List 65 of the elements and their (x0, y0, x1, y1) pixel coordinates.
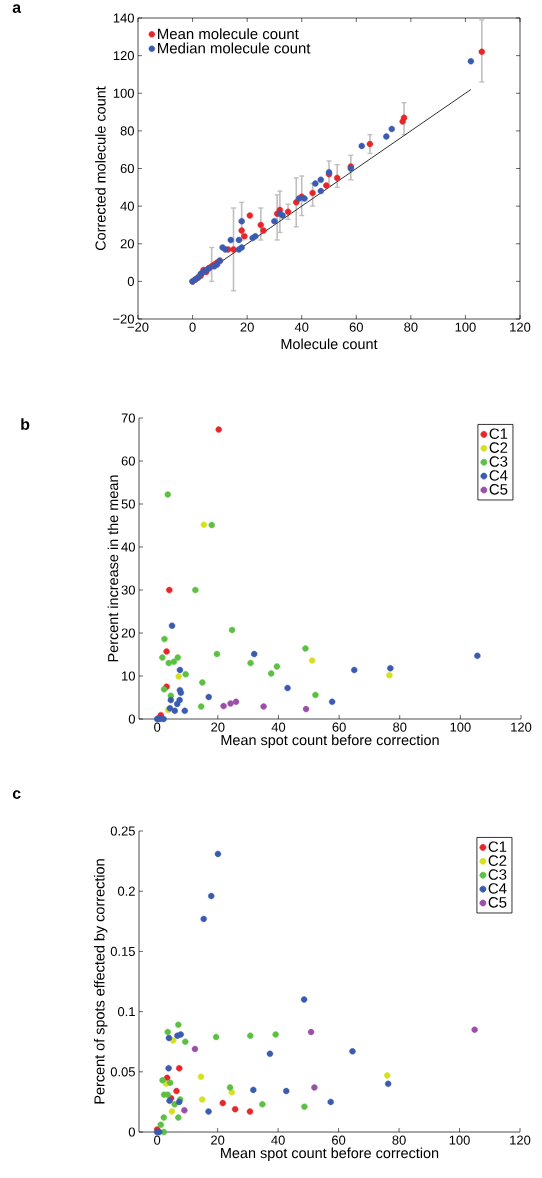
x-tick-label: 100 (449, 1135, 470, 1145)
x-tick-label: 20 (211, 1135, 225, 1145)
x-tick-label: 80 (404, 322, 418, 332)
x-axis-title: Molecule count (281, 338, 378, 350)
x-tick-label: 0 (189, 322, 196, 332)
chart-title: b (21, 418, 30, 430)
y-tick-label: 60 (120, 163, 134, 174)
chart-title: a (12, 4, 22, 13)
x-tick-label: 40 (271, 722, 286, 732)
x-tick-label: 100 (455, 322, 476, 332)
x-tick-label: 20 (240, 322, 254, 332)
x-tick-label: 80 (393, 722, 407, 732)
y-tick-label: 10 (122, 671, 135, 681)
y-tick-label: −20 (113, 314, 134, 324)
x-tick-label: 0 (154, 722, 161, 732)
y-tick-label: 0.15 (110, 946, 135, 956)
x-tick-label: 80 (392, 1135, 406, 1145)
y-tick-label: 40 (121, 542, 135, 552)
legend-label: C3 (489, 456, 508, 467)
legend-label: C4 (489, 470, 508, 481)
x-tick-label: 60 (332, 722, 346, 732)
x-tick-label: 40 (271, 1135, 285, 1145)
legend-label: C5 (489, 484, 508, 495)
y-tick-label: 0 (127, 276, 134, 286)
y-tick-label: 0.1 (117, 1007, 135, 1017)
legend-label: C1 (488, 841, 507, 852)
legend-label: C1 (489, 428, 508, 439)
x-axis-title: Mean spot count before correction (221, 734, 439, 749)
y-tick-label: 60 (121, 456, 135, 466)
y-tick-label: 30 (121, 585, 135, 595)
x-tick-label: 20 (211, 722, 225, 732)
x-tick-label: 60 (332, 1135, 346, 1145)
y-axis-title: Percent increase in the mean (107, 475, 119, 662)
y-tick-label: 40 (120, 201, 134, 211)
y-tick-label: 0.25 (110, 826, 135, 836)
y-axis-title: Percent of spots effected by correction (93, 859, 108, 1104)
x-tick-label: 120 (511, 722, 532, 732)
y-tick-label: 80 (120, 126, 134, 136)
y-tick-label: 100 (113, 88, 134, 98)
legend-label: C3 (488, 869, 507, 880)
x-tick-label: 60 (349, 322, 363, 332)
y-tick-label: 0.2 (117, 886, 135, 896)
legend-label: C2 (488, 855, 507, 866)
x-tick-label: 120 (510, 1135, 531, 1145)
legend-label: Mean molecule count (158, 28, 299, 40)
y-axis-title: Corrected molecule count (95, 86, 106, 251)
y-tick-label: 70 (121, 413, 135, 423)
y-tick-label: 50 (121, 499, 135, 509)
y-tick-label: 0 (128, 714, 135, 724)
x-axis-title: Mean spot count before correction (221, 1147, 439, 1162)
y-tick-label: 0.05 (110, 1067, 135, 1077)
x-tick-label: 0 (154, 1135, 161, 1145)
x-tick-label: 40 (294, 322, 309, 332)
legend-label: C2 (489, 442, 508, 453)
legend-label: C5 (488, 897, 507, 908)
x-tick-label: 100 (450, 722, 471, 732)
y-tick-label: 120 (113, 51, 134, 61)
legend-label: C4 (488, 883, 507, 894)
y-tick-label: 140 (113, 13, 134, 23)
y-tick-label: 0 (128, 1127, 135, 1137)
y-tick-label: 20 (121, 628, 135, 638)
chart-title: c (12, 790, 21, 799)
legend-label: Median molecule count (158, 42, 311, 54)
x-tick-label: 120 (510, 322, 531, 332)
y-tick-label: 20 (120, 239, 134, 249)
